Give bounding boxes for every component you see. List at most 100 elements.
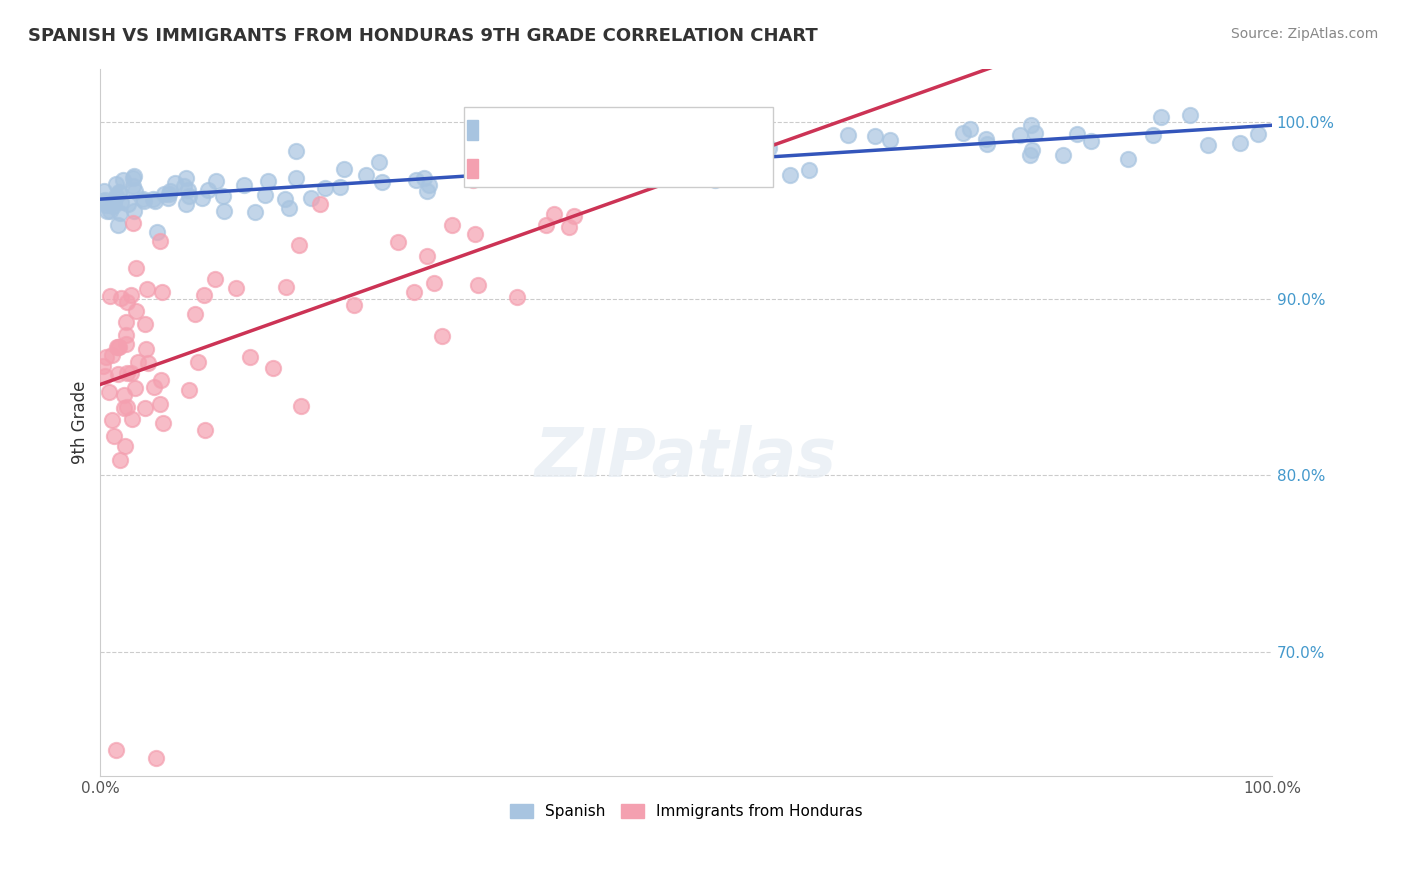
Point: [124, 380, 146, 394]
Point: [197, 183, 219, 197]
Point: [98, 288, 121, 302]
Point: [285, 170, 308, 185]
Point: [461, 172, 484, 186]
Point: [91, 194, 114, 208]
Point: [135, 342, 157, 356]
Point: [173, 179, 195, 194]
Y-axis label: 9th Grade: 9th Grade: [72, 381, 89, 464]
Point: [1021, 143, 1043, 157]
Point: [371, 175, 394, 189]
Point: [136, 356, 159, 370]
Point: [93, 184, 115, 198]
Point: [1116, 152, 1139, 166]
Point: [108, 206, 131, 220]
Point: [262, 361, 284, 376]
Point: [879, 133, 901, 147]
Point: [143, 194, 166, 208]
Point: [121, 412, 143, 426]
Point: [416, 185, 439, 199]
Point: [277, 201, 299, 215]
Point: [105, 177, 128, 191]
Point: [837, 128, 859, 142]
Point: [1247, 127, 1270, 141]
Point: [112, 401, 135, 416]
Point: [115, 400, 138, 414]
Point: [177, 383, 200, 397]
Point: [105, 742, 128, 756]
Point: [134, 401, 156, 416]
Point: [616, 136, 638, 151]
Point: [115, 295, 138, 310]
Point: [174, 171, 197, 186]
Point: [550, 147, 572, 161]
Point: [142, 192, 165, 206]
Point: [225, 281, 247, 295]
Point: [150, 285, 173, 300]
Point: [114, 439, 136, 453]
Point: [863, 129, 886, 144]
Point: [1019, 148, 1042, 162]
Point: [550, 151, 572, 165]
Point: [430, 328, 453, 343]
Point: [502, 158, 524, 172]
Point: [134, 194, 156, 208]
Point: [368, 154, 391, 169]
Point: [758, 141, 780, 155]
Point: [124, 184, 146, 198]
Point: [163, 176, 186, 190]
Point: [534, 219, 557, 233]
Point: [314, 181, 336, 195]
Point: [177, 183, 200, 197]
Point: [98, 204, 121, 219]
Point: [193, 287, 215, 301]
Point: [125, 261, 148, 276]
Point: [112, 388, 135, 402]
Point: [534, 156, 557, 170]
Point: [233, 178, 256, 192]
Point: [1178, 108, 1201, 122]
Point: [582, 168, 605, 182]
Point: [952, 127, 974, 141]
Point: [187, 355, 209, 369]
Point: [308, 196, 330, 211]
Point: [562, 209, 585, 223]
Point: [1052, 148, 1074, 162]
Point: [354, 168, 377, 182]
Point: [1229, 136, 1251, 151]
Point: [387, 235, 409, 250]
Point: [1019, 118, 1042, 132]
Point: [94, 350, 117, 364]
Point: [416, 249, 439, 263]
Point: [413, 171, 436, 186]
Point: [422, 277, 444, 291]
Point: [1066, 127, 1088, 141]
Point: [239, 350, 262, 364]
Point: [288, 238, 311, 252]
Point: [94, 193, 117, 207]
Point: [974, 132, 997, 146]
Point: [91, 359, 114, 373]
Point: [107, 340, 129, 354]
Point: [146, 225, 169, 239]
Point: [440, 218, 463, 232]
Point: [273, 193, 295, 207]
Point: [1197, 138, 1219, 153]
Point: [124, 203, 146, 218]
Point: [115, 314, 138, 328]
Point: [110, 291, 132, 305]
Point: [115, 336, 138, 351]
Point: [1142, 128, 1164, 142]
Point: [101, 413, 124, 427]
Point: [98, 385, 121, 400]
Point: [143, 380, 166, 394]
Text: R = 0.467   N = 97: R = 0.467 N = 97: [478, 118, 648, 136]
Point: [121, 179, 143, 194]
Point: [107, 340, 129, 354]
Point: [404, 285, 426, 299]
Point: [120, 287, 142, 301]
Point: [153, 186, 176, 201]
Point: [254, 188, 277, 202]
Point: [136, 282, 159, 296]
Point: [110, 195, 132, 210]
Point: [101, 348, 124, 362]
